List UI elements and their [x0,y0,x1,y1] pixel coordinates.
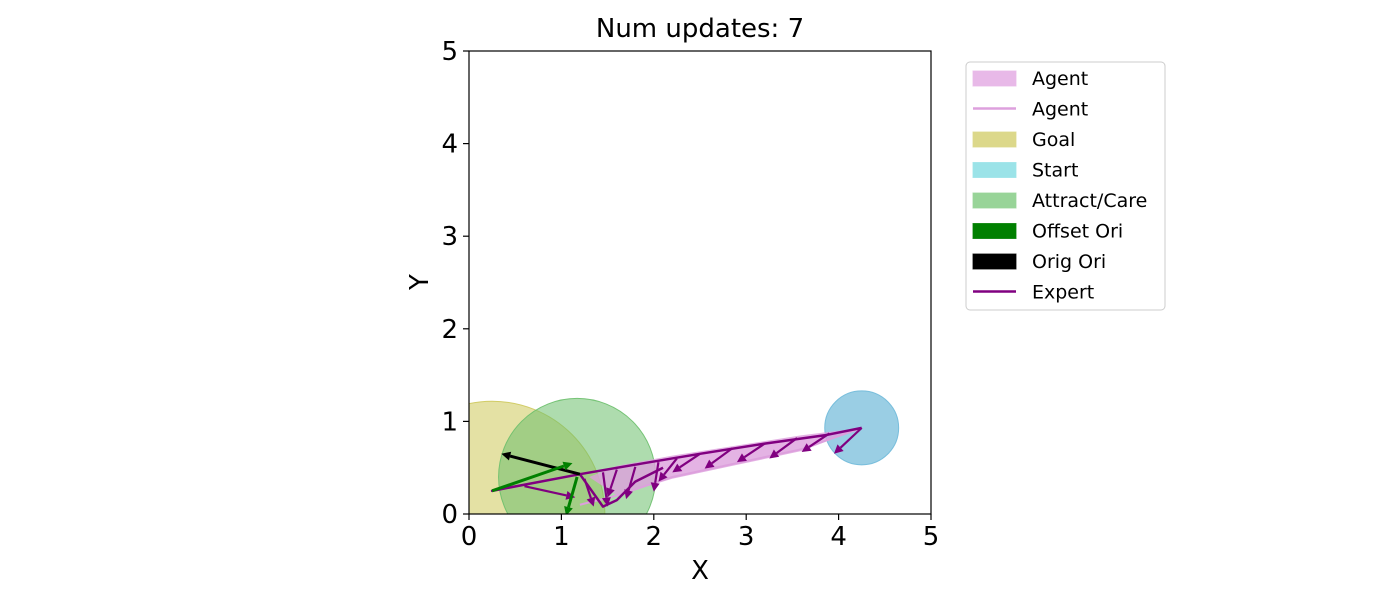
x-tick-label: 0 [461,522,478,552]
legend-frame [965,61,1166,311]
expert-arrow [658,457,678,482]
y-tick-label: 0 [441,500,458,530]
x-tick-label: 5 [923,522,940,552]
expert-line [490,426,862,508]
x-tick-label: 2 [646,522,663,552]
arrow-markers [491,427,863,514]
expert-arrow [704,447,733,469]
legend-patch-swatch [972,70,1017,87]
orig-ori-arrow [501,451,581,476]
legend-entry: Expert [973,282,1094,304]
legend-entry: Agent [973,99,1088,121]
legend-label: Goal [1032,129,1075,151]
y-tick-label: 2 [441,315,458,345]
legend-patch-swatch [972,192,1017,209]
legend-entry: Agent [972,68,1088,90]
y-tick-label: 5 [441,37,458,67]
expert-arrow [833,427,863,454]
y-tick-label: 1 [441,407,458,437]
legend-entry: Goal [972,129,1075,151]
legend-entry: Offset Ori [972,221,1123,243]
legend: Agent Agent Goal Start Attract/Care Offset Or… [965,61,1166,311]
y-tick-label: 4 [441,130,458,160]
offset-ori-arrow [491,461,573,493]
x-axis: 0 1 2 3 4 5 [461,514,940,552]
expert-arrow [650,461,660,492]
legend-patch-swatch [972,162,1017,178]
y-axis: 0 1 2 3 4 5 [441,37,469,530]
legend-label: Start [1032,160,1078,182]
agent-band-area [589,427,862,496]
expert-arrow [769,437,798,459]
agent-band [589,427,862,496]
legend-label: Attract/Care [1032,190,1147,212]
plot-frame [468,50,932,515]
legend-label: Orig Ori [1032,251,1106,273]
expert-arrow [736,442,766,463]
expert-arrow [601,472,611,507]
legend-entry: Start [972,160,1078,182]
expert-arrow [583,478,596,507]
expert-arrow [624,466,637,500]
legend-entry: Orig Ori [972,251,1106,273]
expert-arrow [672,452,701,473]
x-tick-label: 4 [830,522,847,552]
x-tick-label: 1 [553,522,570,552]
legend-label: Agent [1032,68,1088,90]
y-axis-label: Y [405,274,435,291]
legend-patch-swatch [972,253,1017,270]
legend-patch-swatch [972,131,1017,148]
offset-ori-arrow [564,476,579,514]
expert-arrow [801,432,830,452]
legend-entry: Attract/Care [972,190,1147,212]
expert-arrow [606,469,618,498]
legend-label: Offset Ori [1032,221,1123,243]
chart-title: Num updates: 7 [596,14,804,44]
plot-area [469,390,900,514]
legend-patch-swatch [972,223,1017,239]
y-tick-label: 3 [441,222,458,252]
legend-label: Agent [1032,99,1088,121]
x-axis-label: X [691,556,709,586]
x-tick-label: 3 [738,522,755,552]
legend-label: Expert [1032,282,1094,304]
